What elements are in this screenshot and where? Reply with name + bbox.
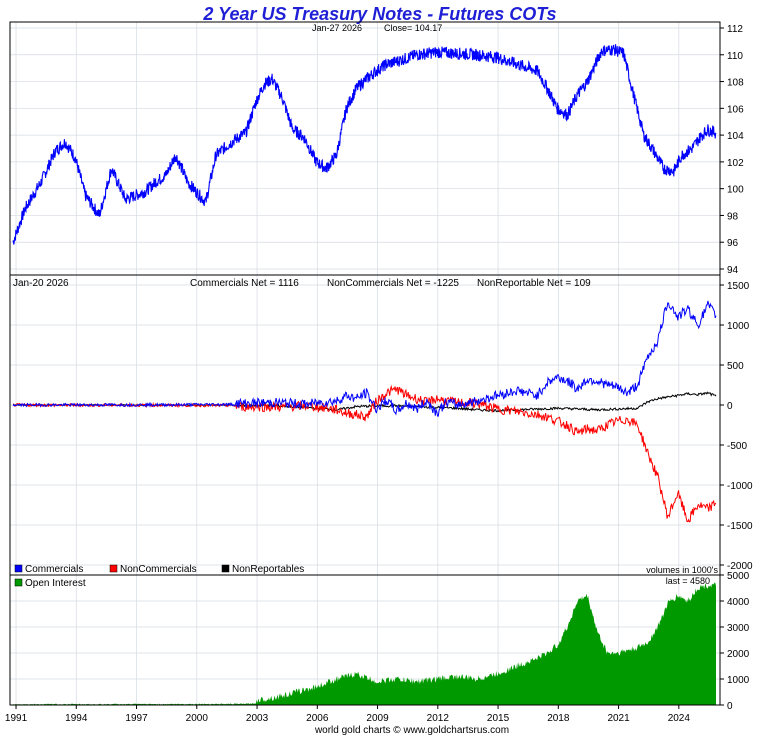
footer-credit: world gold charts © www.goldchartsrus.co… xyxy=(314,725,509,735)
legend-swatch-noncommercials xyxy=(109,564,118,573)
x-tick-label: 1991 xyxy=(5,713,28,724)
commercials-net-label: Commercials Net = 1116 xyxy=(190,278,299,289)
x-tick-label: 2021 xyxy=(607,713,630,724)
oi-y-axis: 0 1000 2000 3000 4000 5000 xyxy=(720,571,750,712)
net-date-label: Jan-20 2026 xyxy=(13,278,69,289)
x-tick-label: 2024 xyxy=(668,713,691,724)
y-tick-label: -500 xyxy=(727,441,747,452)
net-legend: Commercials NonCommercials NonReportable… xyxy=(14,564,304,575)
y-tick-label: 2000 xyxy=(727,649,750,660)
y-tick-label: 98 xyxy=(727,211,739,222)
nonreportable-net-label: NonReportable Net = 109 xyxy=(477,278,591,289)
legend-commercials: Commercials xyxy=(25,564,83,575)
y-tick-label: 500 xyxy=(727,361,744,372)
y-tick-label: 110 xyxy=(727,51,743,62)
y-tick-label: 108 xyxy=(727,78,744,89)
oi-panel: Open Interest last = 4580 0 1000 2000 3000 4… xyxy=(9,571,750,712)
price-line xyxy=(12,44,717,245)
x-axis: 1991 1994 1997 2000 2003 2006 2009 2012 2015 2018… xyxy=(5,705,690,724)
y-tick-label: 96 xyxy=(727,238,739,249)
y-tick-label: 100 xyxy=(727,185,744,196)
price-date-label: Jan-27 2026 xyxy=(312,23,362,33)
legend-swatch-open-interest xyxy=(14,578,23,587)
y-tick-label: 4000 xyxy=(727,597,750,608)
y-tick-label: -1500 xyxy=(727,521,753,532)
price-y-axis: 94 96 98 100 102 104 106 108 110 112 xyxy=(720,24,744,276)
y-tick-label: 0 xyxy=(727,701,733,712)
y-tick-label: 1500 xyxy=(727,281,750,292)
x-tick-label: 2006 xyxy=(306,713,329,724)
y-tick-label: -1000 xyxy=(727,481,753,492)
legend-noncommercials: NonCommercials xyxy=(120,564,197,575)
legend-open-interest: Open Interest xyxy=(25,578,86,589)
net-panel: Jan-20 2026 Commercials Net = 1116 NonCo… xyxy=(9,274,753,576)
x-tick-label: 2012 xyxy=(427,713,450,724)
y-tick-label: 1000 xyxy=(727,675,750,686)
y-tick-label: 104 xyxy=(727,131,744,142)
x-tick-label: 2000 xyxy=(186,713,209,724)
volume-units-note: volumes in 1000's xyxy=(646,565,718,575)
y-tick-label: -2000 xyxy=(727,561,753,572)
price-panel: Jan-27 2026 Close= 104.17 94 96 98 100 102 10… xyxy=(9,21,744,276)
net-gridlines xyxy=(10,275,720,575)
y-tick-label: 1000 xyxy=(727,321,750,332)
chart-title: 2 Year US Treasury Notes - Futures COTs xyxy=(202,4,556,24)
net-y-axis: 1500 1000 500 0 -500 -1000 -1500 -2000 xyxy=(720,281,753,572)
y-tick-label: 102 xyxy=(727,158,744,169)
oi-series xyxy=(13,582,716,705)
legend-swatch-nonreportables xyxy=(221,564,230,573)
x-tick-label: 2015 xyxy=(487,713,510,724)
x-tick-label: 1997 xyxy=(125,713,148,724)
oi-last-label: last = 4580 xyxy=(666,576,710,586)
x-tick-label: 2018 xyxy=(547,713,570,724)
net-series xyxy=(12,300,717,523)
x-tick-label: 2009 xyxy=(366,713,389,724)
y-tick-label: 3000 xyxy=(727,623,750,634)
price-gridlines xyxy=(10,22,720,275)
y-tick-label: 94 xyxy=(727,265,739,276)
open-interest-area xyxy=(13,582,716,705)
legend-swatch-commercials xyxy=(14,564,23,573)
price-close-label: Close= 104.17 xyxy=(384,23,442,33)
oi-panel-frame xyxy=(9,574,721,706)
price-series xyxy=(12,44,717,245)
y-tick-label: 0 xyxy=(727,401,733,412)
y-tick-label: 106 xyxy=(727,104,744,115)
x-tick-label: 2003 xyxy=(246,713,269,724)
y-tick-label: 5000 xyxy=(727,571,750,582)
noncommercials-net-label: NonCommercials Net = -1225 xyxy=(327,278,459,289)
x-tick-label: 1994 xyxy=(65,713,88,724)
series-line-commercials xyxy=(12,300,717,417)
legend-nonreportables: NonReportables xyxy=(232,564,304,575)
price-panel-frame xyxy=(9,21,721,276)
y-tick-label: 112 xyxy=(727,24,743,35)
